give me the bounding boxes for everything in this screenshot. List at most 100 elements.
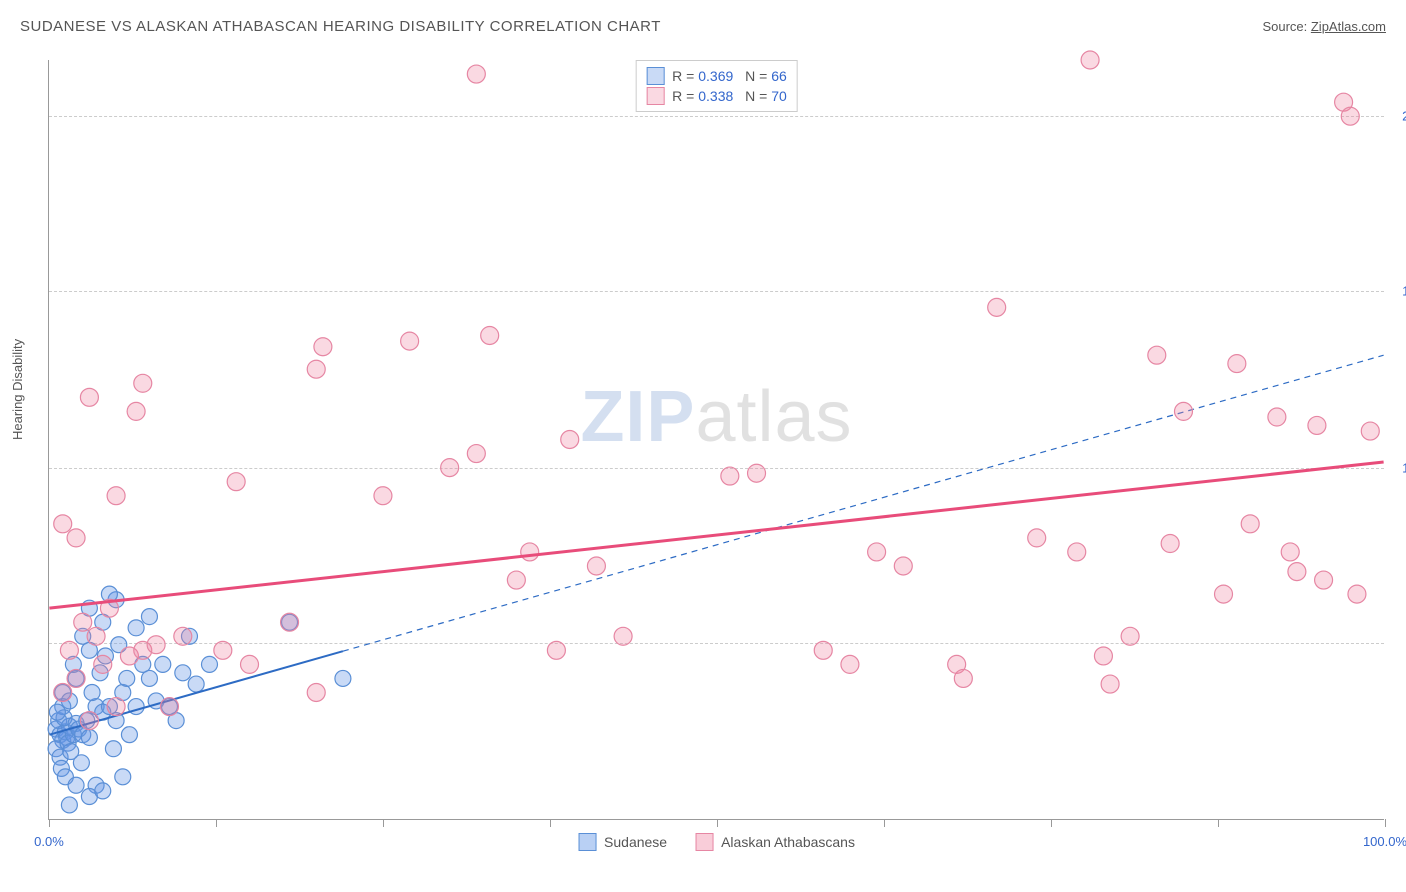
data-point <box>1228 355 1246 373</box>
data-point <box>467 65 485 83</box>
data-point <box>141 609 157 625</box>
x-tick <box>1051 819 1052 827</box>
data-point <box>374 487 392 505</box>
data-point <box>67 529 85 547</box>
data-point <box>115 769 131 785</box>
data-point <box>188 676 204 692</box>
data-point <box>868 543 886 561</box>
data-point <box>73 755 89 771</box>
data-point <box>467 445 485 463</box>
data-point <box>561 431 579 449</box>
y-tick-label: 25.0% <box>1389 109 1406 124</box>
data-point <box>227 473 245 491</box>
data-point <box>1028 529 1046 547</box>
y-tick-label: 18.8% <box>1389 283 1406 298</box>
data-point <box>67 669 85 687</box>
data-point <box>174 627 192 645</box>
data-point <box>1161 535 1179 553</box>
data-point <box>1068 543 1086 561</box>
data-point <box>841 655 859 673</box>
data-point <box>54 515 72 533</box>
data-point <box>481 327 499 345</box>
data-point <box>107 698 125 716</box>
data-point <box>1281 543 1299 561</box>
x-tick <box>216 819 217 827</box>
data-point <box>441 459 459 477</box>
data-point <box>127 402 145 420</box>
data-point <box>1315 571 1333 589</box>
data-point <box>87 627 105 645</box>
data-point <box>1268 408 1286 426</box>
data-point <box>954 669 972 687</box>
data-point <box>814 641 832 659</box>
data-point <box>748 464 766 482</box>
data-point <box>81 729 97 745</box>
series-legend: Sudanese Alaskan Athabascans <box>578 833 855 851</box>
data-point <box>894 557 912 575</box>
y-axis-label: Hearing Disability <box>10 339 25 440</box>
legend-swatch-sudanese <box>646 67 664 85</box>
legend-swatch-icon <box>578 833 596 851</box>
data-point <box>281 613 299 631</box>
data-point <box>214 641 232 659</box>
series-legend-item-1: Sudanese <box>578 833 667 851</box>
data-point <box>507 571 525 589</box>
data-point <box>335 670 351 686</box>
data-point <box>128 620 144 636</box>
data-point <box>141 670 157 686</box>
data-point <box>1241 515 1259 533</box>
data-point <box>1361 422 1379 440</box>
correlation-legend-row-1: R = 0.369 N = 66 <box>646 67 787 85</box>
data-point <box>587 557 605 575</box>
data-point <box>241 655 259 673</box>
data-point <box>1101 675 1119 693</box>
data-point <box>1121 627 1139 645</box>
data-point <box>95 783 111 799</box>
series-legend-item-2: Alaskan Athabascans <box>695 833 855 851</box>
data-point <box>614 627 632 645</box>
data-point <box>988 298 1006 316</box>
y-tick-label: 12.5% <box>1389 461 1406 476</box>
data-point <box>1288 563 1306 581</box>
source-attribution: Source: ZipAtlas.com <box>1262 19 1386 34</box>
x-tick <box>717 819 718 827</box>
data-point <box>155 656 171 672</box>
chart-title: SUDANESE VS ALASKAN ATHABASCAN HEARING D… <box>20 18 661 35</box>
data-point <box>60 641 78 659</box>
trend-line-extrapolation <box>343 355 1384 651</box>
data-point <box>160 698 178 716</box>
chart-header: SUDANESE VS ALASKAN ATHABASCAN HEARING D… <box>20 18 1386 35</box>
data-point <box>1308 416 1326 434</box>
source-link[interactable]: ZipAtlas.com <box>1311 19 1386 34</box>
x-tick-label: 100.0% <box>1363 834 1406 849</box>
plot-area: ZIPatlas R = 0.369 N = 66 R = 0.338 N = … <box>48 60 1384 820</box>
x-tick <box>1385 819 1386 827</box>
data-point <box>1094 647 1112 665</box>
x-tick <box>550 819 551 827</box>
data-point <box>401 332 419 350</box>
data-point <box>721 467 739 485</box>
data-point <box>80 388 98 406</box>
data-point <box>74 613 92 631</box>
data-point <box>1215 585 1233 603</box>
data-point <box>68 777 84 793</box>
x-tick <box>49 819 50 827</box>
data-point <box>314 338 332 356</box>
data-point <box>84 685 100 701</box>
trend-line <box>49 462 1383 608</box>
data-point <box>307 360 325 378</box>
data-point <box>121 727 137 743</box>
data-point <box>1174 402 1192 420</box>
data-point <box>61 797 77 813</box>
x-tick <box>383 819 384 827</box>
data-point <box>307 684 325 702</box>
correlation-legend: R = 0.369 N = 66 R = 0.338 N = 70 <box>635 60 798 112</box>
data-point <box>547 641 565 659</box>
legend-swatch-athabascan <box>646 87 664 105</box>
data-point <box>1081 51 1099 69</box>
data-point <box>134 374 152 392</box>
data-point <box>1348 585 1366 603</box>
data-point <box>54 684 72 702</box>
x-tick <box>884 819 885 827</box>
x-tick <box>1218 819 1219 827</box>
